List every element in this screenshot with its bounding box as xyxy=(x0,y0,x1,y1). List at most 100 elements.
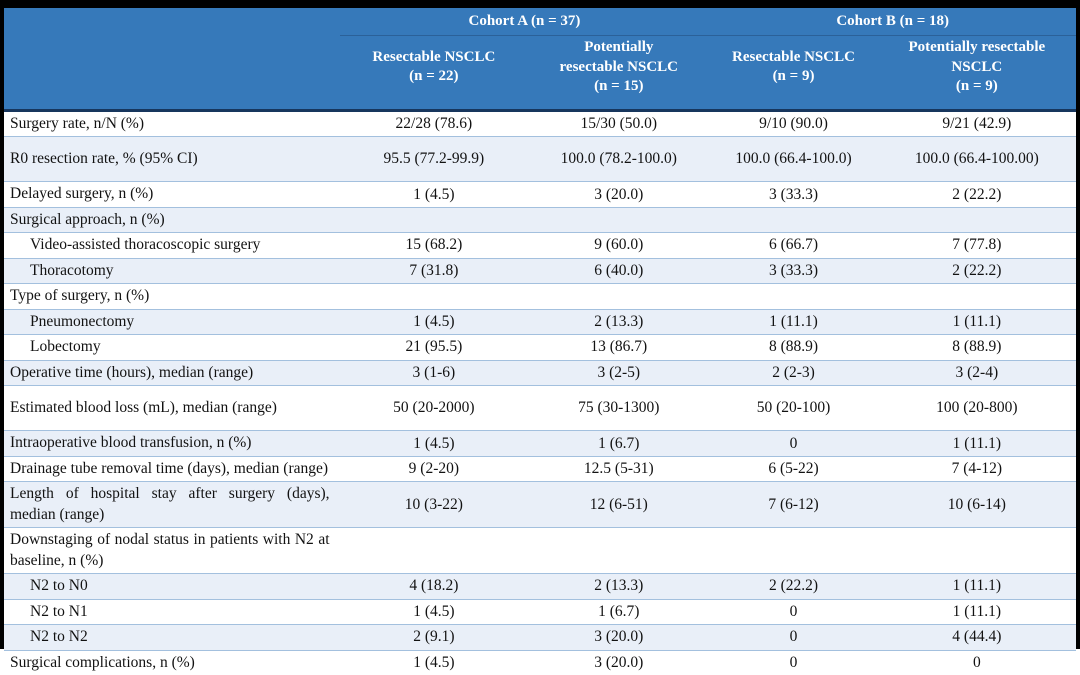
cell-value: 2 (22.2) xyxy=(952,261,1002,279)
cell-value xyxy=(340,528,529,574)
row-label: Surgical approach, n (%) xyxy=(10,210,165,228)
cell-value xyxy=(340,207,529,232)
subgroup-header-row: Resectable NSCLC (n = 22) Potentially re… xyxy=(4,35,1076,110)
table-row: Operative time (hours), median (range) 3 … xyxy=(4,360,1076,386)
row-label: Delayed surgery, n (%) xyxy=(10,185,154,203)
table-row: N2 to N0 4 (18.2) 2 (13.3) 2 (22.2) 1 (11.1) xyxy=(4,573,1076,600)
row-label: Type of surgery, n (%) xyxy=(10,287,150,305)
cell-value: 4 (18.2) xyxy=(409,577,459,595)
cell-value: 1 (6.7) xyxy=(598,602,640,620)
cell-value: 9/21 (42.9) xyxy=(942,114,1012,132)
table-row: Lobectomy 21 (95.5) 13 (86.7) 8 (88.9) 8 (88… xyxy=(4,334,1076,360)
cell-value: 8 (88.9) xyxy=(952,338,1002,356)
cell-value: 3 (33.3) xyxy=(768,185,819,203)
column-header-a-potentially-resectable: Potentially resectable NSCLC (n = 15) xyxy=(528,35,710,110)
cohort-a-header: Cohort A (n = 37) xyxy=(339,8,710,36)
row-label: Length of hospital stay after surgery (d… xyxy=(10,485,330,523)
row-label: Estimated blood loss (mL), median (range… xyxy=(10,399,277,417)
cell-value: 6 (5-22) xyxy=(768,460,819,478)
table-row: Surgical complications, n (%) 1 (4.5) 3 (2… xyxy=(4,650,1076,675)
table-row: Delayed surgery, n (%) 1 (4.5) 3 (20.0) 3 (… xyxy=(4,181,1076,207)
row-label: Surgery rate, n/N (%) xyxy=(10,114,145,132)
cell-value xyxy=(878,528,1076,574)
column-header-b-potentially-resectable: Potentially resectable NSCLC (n = 9) xyxy=(877,35,1076,110)
cell-value: 3 (33.3) xyxy=(768,261,819,279)
cell-value: 0 xyxy=(972,653,981,671)
cell-value: 3 (20.0) xyxy=(594,185,644,203)
cell-value xyxy=(528,284,709,309)
cell-value: 12.5 (5-31) xyxy=(583,460,654,478)
cell-value xyxy=(878,284,1076,309)
cell-value: 1 (4.5) xyxy=(413,185,455,203)
cell-value xyxy=(878,207,1076,232)
table-header: Cohort A (n = 37) Cohort B (n = 18) Rese… xyxy=(4,8,1076,110)
cell-value: 1 (11.1) xyxy=(952,434,1002,452)
table-body: Surgery rate, n/N (%) 22/28 (78.6) 15/30 (… xyxy=(4,110,1076,675)
cell-value: 13 (86.7) xyxy=(590,338,648,356)
cell-value: 12 (6-51) xyxy=(589,495,648,513)
column-header-a-resectable: Resectable NSCLC (n = 22) xyxy=(339,35,529,110)
cell-value: 1 (6.7) xyxy=(598,434,640,452)
cell-value xyxy=(709,528,877,574)
cell-value: 6 (66.7) xyxy=(768,236,819,254)
row-label: Lobectomy xyxy=(30,338,101,356)
row-label: N2 to N0 xyxy=(30,577,88,595)
cell-value: 3 (2-5) xyxy=(597,363,641,381)
cell-value: 1 (11.1) xyxy=(952,602,1002,620)
cell-value: 50 (20-100) xyxy=(756,399,831,417)
cell-value: 10 (6-14) xyxy=(947,495,1006,513)
section-row: Downstaging of nodal status in patients … xyxy=(4,527,1076,574)
table-row: N2 to N2 2 (9.1) 3 (20.0) 0 4 (44.4) xyxy=(4,624,1076,651)
cell-value: 7 (77.8) xyxy=(952,236,1002,254)
column-header-empty xyxy=(4,8,340,110)
cell-value: 1 (11.1) xyxy=(769,312,818,330)
cell-value: 1 (11.1) xyxy=(952,312,1002,330)
row-label: Surgical complications, n (%) xyxy=(10,653,195,671)
cohort-header-row: Cohort A (n = 37) Cohort B (n = 18) xyxy=(4,8,1076,110)
table-row: R0 resection rate, % (95% CI) 95.5 (77.2-… xyxy=(4,136,1076,182)
cell-value: 100.0 (66.4-100.00) xyxy=(914,150,1039,168)
cell-value: 95.5 (77.2-99.9) xyxy=(383,150,485,168)
cell-value xyxy=(709,284,877,309)
cell-value: 1 (4.5) xyxy=(413,653,455,671)
row-label: N2 to N2 xyxy=(30,628,88,646)
cell-value: 2 (2-3) xyxy=(772,363,815,381)
table-row: Video-assisted thoracoscopic surgery 15 (… xyxy=(4,232,1076,258)
section-row: Type of surgery, n (%) xyxy=(4,283,1076,309)
row-label: Drainage tube removal time (days), media… xyxy=(10,459,329,477)
section-row: Surgical approach, n (%) xyxy=(4,207,1076,233)
cell-value: 2 (9.1) xyxy=(413,628,455,646)
cell-value: 50 (20-2000) xyxy=(393,399,475,417)
cell-value: 3 (20.0) xyxy=(594,628,644,646)
cell-value: 21 (95.5) xyxy=(405,338,463,356)
cohort-b-header: Cohort B (n = 18) xyxy=(709,8,1076,36)
cell-value: 8 (88.9) xyxy=(768,338,819,356)
cell-value: 15/30 (50.0) xyxy=(580,114,658,132)
row-label: Downstaging of nodal status in patients … xyxy=(10,531,330,569)
cell-value: 10 (3-22) xyxy=(404,495,463,513)
row-label: Pneumonectomy xyxy=(30,312,135,330)
cell-value: 2 (13.3) xyxy=(594,312,644,330)
cell-value: 6 (40.0) xyxy=(594,261,644,279)
cell-value: 100.0 (78.2-100.0) xyxy=(560,150,677,168)
cell-value: 1 (4.5) xyxy=(413,602,455,620)
cell-value: 100 (20-800) xyxy=(936,399,1018,417)
cell-value: 22/28 (78.6) xyxy=(395,114,473,132)
cell-value: 2 (22.2) xyxy=(768,577,819,595)
cell-value: 7 (31.8) xyxy=(409,261,459,279)
cell-value: 1 (4.5) xyxy=(413,434,455,452)
surgical-outcomes-table: Cohort A (n = 37) Cohort B (n = 18) Rese… xyxy=(4,8,1076,675)
cell-value: 0 xyxy=(789,602,798,620)
row-label: Intraoperative blood transfusion, n (%) xyxy=(10,434,252,452)
cell-value: 75 (30-1300) xyxy=(578,399,660,417)
cell-value: 2 (22.2) xyxy=(952,185,1002,203)
cell-value: 1 (11.1) xyxy=(952,577,1002,595)
cell-value: 0 xyxy=(789,628,798,646)
cell-value xyxy=(528,528,709,574)
cell-value: 9 (2-20) xyxy=(408,460,460,478)
cell-value: 9 (60.0) xyxy=(594,236,644,254)
table-row: Intraoperative blood transfusion, n (%) 1… xyxy=(4,430,1076,457)
row-label: R0 resection rate, % (95% CI) xyxy=(10,149,198,167)
row-label: Thoracotomy xyxy=(30,261,114,279)
row-label: N2 to N1 xyxy=(30,602,88,620)
